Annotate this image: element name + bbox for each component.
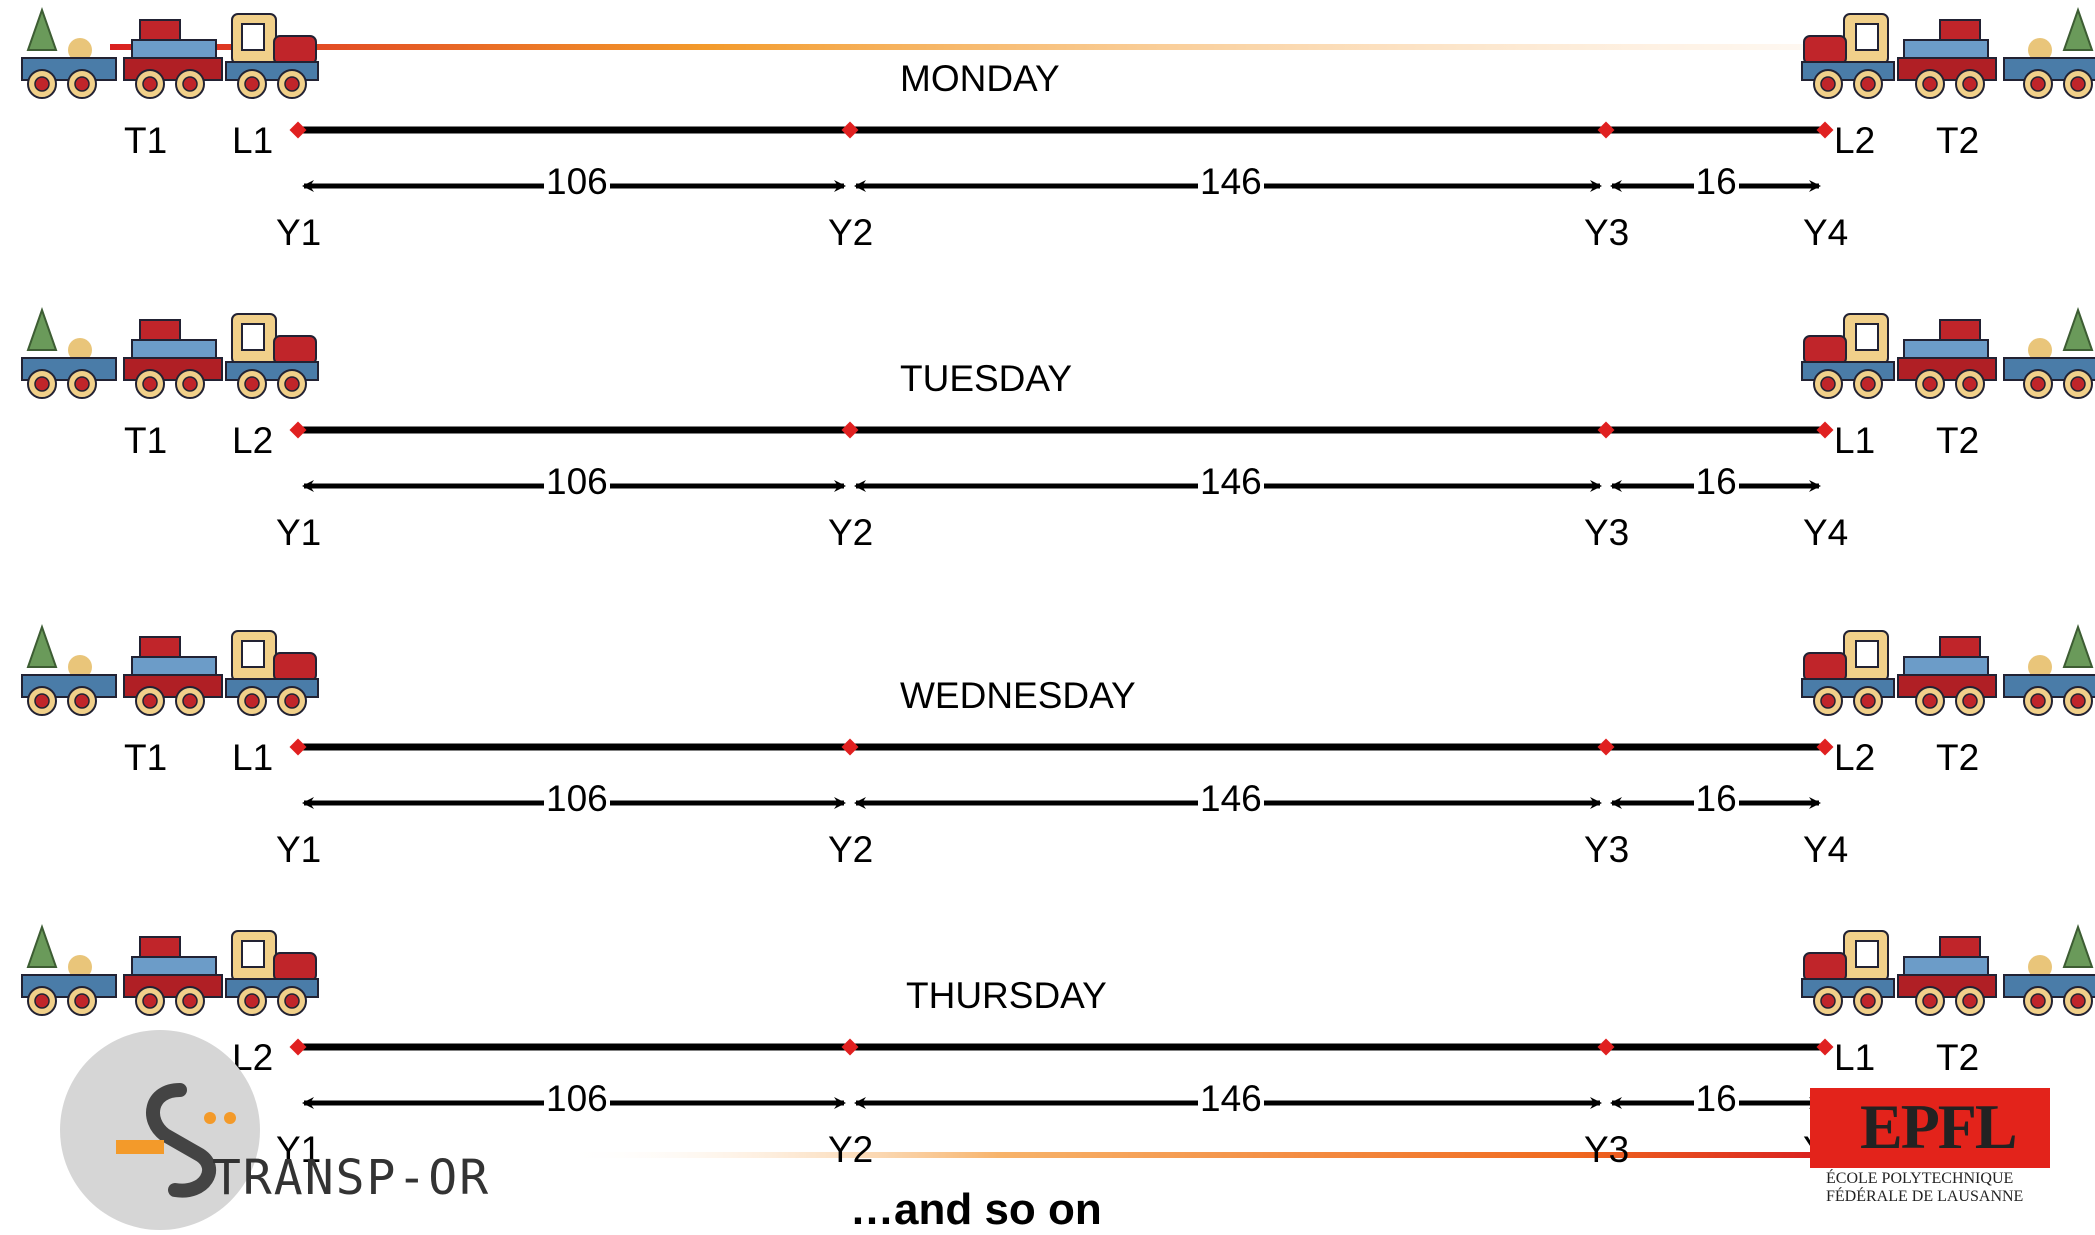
station-marker — [841, 121, 859, 139]
toy-train-icon — [21, 923, 319, 1016]
loco-label-left: L2 — [232, 420, 274, 461]
toy-train-icon — [21, 6, 319, 99]
toy-train-icon — [1801, 306, 2095, 399]
station-label: Y1 — [276, 1129, 322, 1170]
distance-label: 16 — [1693, 161, 1739, 203]
station-marker — [841, 1038, 859, 1056]
station-marker — [1816, 738, 1834, 756]
station-marker — [1816, 1038, 1834, 1056]
station-marker — [1816, 121, 1834, 139]
epfl-logo-text: EPFL — [1860, 1091, 2018, 1162]
transpor-logo-icon — [116, 1083, 236, 1198]
station-label: Y2 — [828, 1129, 874, 1170]
train-label-left: T1 — [124, 737, 168, 778]
loco-label-left: L1 — [232, 737, 274, 778]
station-label: Y2 — [828, 512, 874, 553]
top-accent-line — [110, 44, 1810, 50]
train-label-left: T1 — [124, 120, 168, 161]
transpor-logo-text: TRANSP-OR — [212, 1150, 491, 1206]
station-label: Y1 — [276, 829, 322, 870]
distance-label: 146 — [1198, 161, 1264, 203]
loco-label-left: L1 — [232, 120, 274, 161]
distance-label: 16 — [1693, 778, 1739, 820]
station-marker — [289, 1038, 307, 1056]
toy-train-icon — [21, 306, 319, 399]
station-label: Y4 — [1803, 512, 1849, 553]
station-marker — [841, 421, 859, 439]
station-label: Y2 — [828, 829, 874, 870]
distance-label: 146 — [1198, 778, 1264, 820]
station-marker — [841, 738, 859, 756]
bottom-accent-line — [560, 1152, 1820, 1158]
station-label: Y3 — [1584, 1129, 1630, 1170]
station-marker — [1597, 738, 1615, 756]
loco-label-right: L1 — [1834, 420, 1876, 461]
station-marker — [289, 421, 307, 439]
station-label: Y3 — [1584, 212, 1630, 253]
station-label: Y1 — [276, 512, 322, 553]
distance-label: 106 — [544, 1078, 610, 1120]
day-row-wednesday — [21, 623, 2095, 809]
distance-label: 16 — [1693, 1078, 1739, 1120]
station-label: Y2 — [828, 212, 874, 253]
station-marker — [289, 121, 307, 139]
train-label-right: T2 — [1936, 1037, 1980, 1078]
loco-label-right: L1 — [1834, 1037, 1876, 1078]
day-title: MONDAY — [900, 58, 1060, 99]
station-label: Y4 — [1803, 212, 1849, 253]
train-label-right: T2 — [1936, 737, 1980, 778]
station-label: Y3 — [1584, 829, 1630, 870]
station-marker — [1597, 421, 1615, 439]
epfl-subtitle-2: FÉDÉRALE DE LAUSANNE — [1826, 1188, 2024, 1205]
toy-train-icon — [1801, 6, 2095, 99]
distance-label: 146 — [1198, 461, 1264, 503]
distance-label: 16 — [1693, 461, 1739, 503]
station-label: Y1 — [276, 212, 322, 253]
station-label: Y3 — [1584, 512, 1630, 553]
footer-text: …and so on — [850, 1185, 1102, 1234]
epfl-logo-block — [1810, 1088, 2050, 1168]
day-title: TUESDAY — [900, 358, 1073, 399]
station-label: Y4 — [1803, 829, 1849, 870]
day-title: THURSDAY — [906, 975, 1107, 1016]
toy-train-icon — [1801, 923, 2095, 1016]
loco-label-right: L2 — [1834, 120, 1876, 161]
distance-label: 106 — [544, 778, 610, 820]
distance-label: 106 — [544, 461, 610, 503]
toy-train-icon — [1801, 623, 2095, 716]
station-marker — [1816, 421, 1834, 439]
distance-label: 106 — [544, 161, 610, 203]
train-label-left: T1 — [124, 420, 168, 461]
train-label-right: T2 — [1936, 420, 1980, 461]
distance-label: 146 — [1198, 1078, 1264, 1120]
station-marker — [289, 738, 307, 756]
station-marker — [1597, 1038, 1615, 1056]
loco-label-right: L2 — [1834, 737, 1876, 778]
station-marker — [1597, 121, 1615, 139]
train-label-right: T2 — [1936, 120, 1980, 161]
day-title: WEDNESDAY — [900, 675, 1136, 716]
epfl-subtitle-1: ÉCOLE POLYTECHNIQUE — [1826, 1170, 2014, 1187]
toy-train-icon — [21, 623, 319, 716]
